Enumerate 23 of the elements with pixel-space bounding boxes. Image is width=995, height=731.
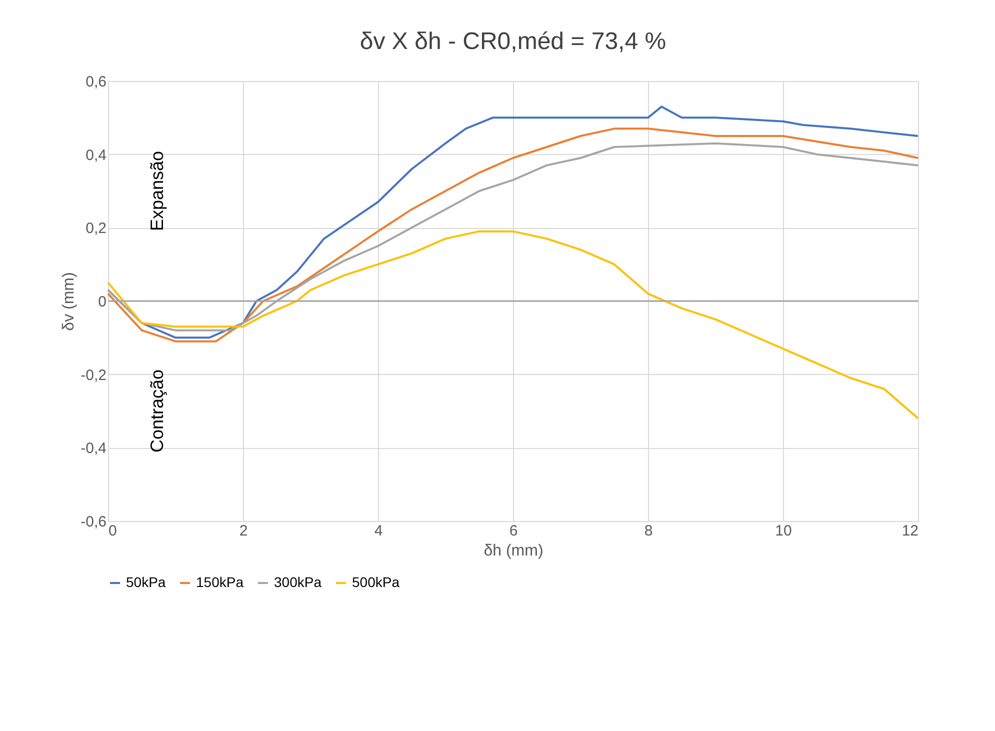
x-tick-label: 0: [108, 522, 117, 540]
legend-label: 300kPa: [274, 574, 322, 590]
legend-label: 50kPa: [126, 574, 166, 590]
annotation: Contração: [147, 369, 167, 453]
y-axis-title: δv (mm): [60, 272, 78, 331]
x-tick-label: 8: [644, 522, 653, 540]
x-tick-label: 12: [902, 522, 918, 540]
y-tick-label: 0: [98, 294, 106, 310]
annotation: Expansão: [147, 150, 167, 232]
y-tick-label: 0,2: [86, 220, 106, 238]
x-tick-label: 2: [239, 522, 248, 540]
y-tick-label: 0,6: [86, 74, 106, 90]
legend-label: 500kPa: [352, 574, 400, 590]
x-tick-label: 4: [374, 522, 383, 540]
legend-label: 150kPa: [196, 574, 244, 590]
y-tick-label: -0,4: [80, 440, 106, 458]
x-tick-label: 6: [509, 522, 518, 540]
y-tick-label: -0,2: [80, 366, 106, 384]
x-axis-title: δh (mm): [484, 542, 544, 560]
chart-title: δv X δh - CR0,méd = 73,4 %: [360, 28, 666, 55]
y-tick-label: -0,6: [80, 514, 106, 530]
y-tick-label: 0,4: [86, 146, 106, 164]
x-tick-label: 10: [775, 522, 792, 540]
